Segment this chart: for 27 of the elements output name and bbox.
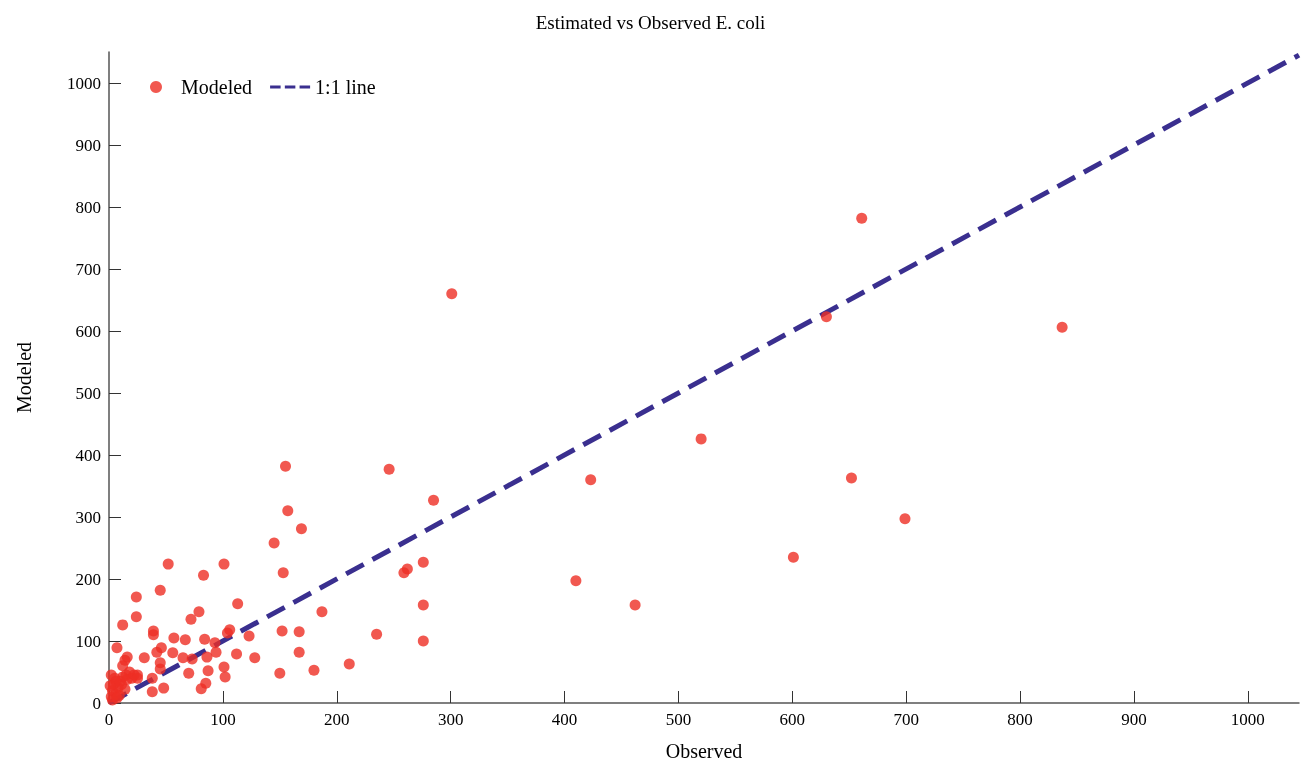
x-tick-label: 100	[210, 710, 236, 729]
x-axis-title: Observed	[665, 740, 743, 762]
y-tick-label: 800	[75, 197, 101, 217]
x-tick-label: 0	[104, 710, 114, 729]
x-tick-label: 800	[1007, 710, 1033, 729]
y-tick-label: 200	[75, 569, 101, 589]
y-tick-label: 600	[75, 321, 101, 341]
y-tick-label: 700	[75, 259, 101, 279]
y-tick-label: 300	[75, 507, 101, 527]
legend-label: Modeled	[181, 76, 253, 98]
legend-label: 1:1 line	[315, 76, 376, 98]
y-tick-label: 500	[75, 383, 101, 403]
x-tick-label: 300	[437, 710, 464, 729]
y-tick-label: 1000	[67, 73, 101, 93]
y-tick-label: 900	[75, 135, 101, 155]
x-tick-label: 500	[665, 710, 692, 729]
y-axis-title: Modeled	[13, 341, 35, 414]
chart-title: Estimated vs Observed E. coli	[535, 12, 766, 33]
y-tick-label: 0	[92, 693, 101, 713]
x-tick-label: 700	[893, 710, 919, 729]
x-tick-label: 600	[779, 710, 805, 729]
y-tick-label: 400	[75, 445, 101, 465]
x-tick-label: 900	[1121, 710, 1147, 729]
x-tick-label: 1000	[1230, 710, 1265, 729]
y-tick-label: 100	[75, 631, 101, 651]
x-tick-label: 200	[324, 710, 350, 729]
x-tick-label: 400	[551, 710, 578, 729]
